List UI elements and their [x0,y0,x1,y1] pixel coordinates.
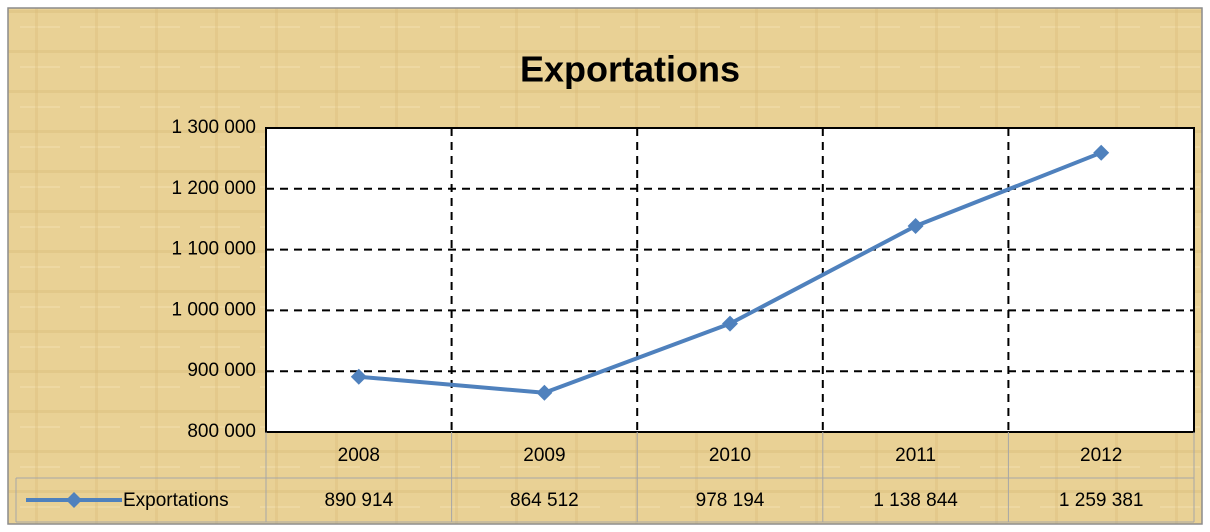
x-tick-label: 2012 [1080,445,1122,466]
data-marker [722,315,738,332]
y-tick-label: 900 000 [187,360,256,381]
y-tick-label: 1 100 000 [171,239,256,260]
chart-title: Exportations [520,49,740,90]
data-marker [1093,144,1110,161]
table-value: 978 194 [696,490,765,511]
data-marker [536,384,553,401]
table-value: 890 914 [324,490,393,511]
table-value: 1 259 381 [1059,490,1144,511]
data-marker [907,217,924,234]
plot-area [266,128,1194,432]
y-tick-label: 1 200 000 [171,178,256,199]
x-tick-label: 2009 [523,445,565,466]
x-tick-label: 2008 [338,445,380,466]
y-tick-label: 1 300 000 [171,117,256,138]
x-tick-label: 2010 [709,445,751,466]
table-value: 1 138 844 [873,490,958,511]
legend-marker [66,492,82,508]
x-tick-label: 2011 [895,445,936,466]
table-value: 864 512 [510,490,579,511]
legend-label: Exportations [123,490,229,511]
y-tick-label: 800 000 [187,421,256,442]
data-marker [350,368,367,385]
y-tick-label: 1 000 000 [171,299,256,320]
plot-border [265,127,1195,433]
